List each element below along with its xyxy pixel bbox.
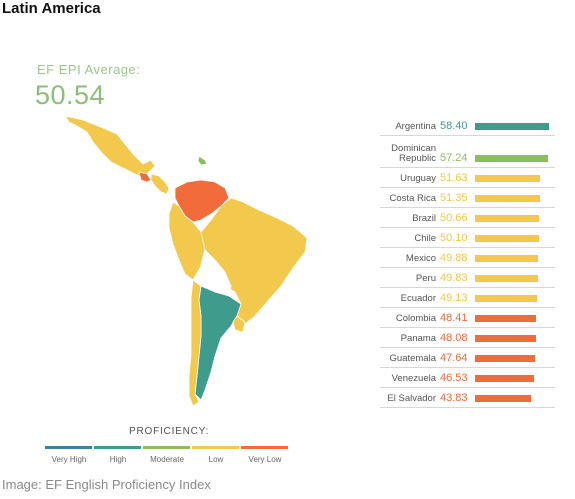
ranking-country-name: Brazil <box>412 213 436 224</box>
ranking-score: 58.40 <box>440 120 468 132</box>
legend-swatch <box>94 446 141 449</box>
legend-swatch <box>192 446 239 449</box>
ranking-country-name: Argentina <box>395 121 436 132</box>
ranking-bar <box>475 275 539 282</box>
legend-title: PROFICIENCY: <box>129 426 210 437</box>
ranking-score: 48.08 <box>440 332 468 344</box>
ranking-score: 46.53 <box>440 372 468 384</box>
legend-swatch <box>241 446 288 449</box>
ranking-bar <box>475 123 549 130</box>
page-title: Latin America <box>2 0 101 17</box>
ranking-bar <box>475 215 540 222</box>
map-region-andes-west <box>168 201 206 281</box>
ranking-row: Mexico 49.88 <box>380 248 555 268</box>
ranking-bar <box>475 295 538 302</box>
proficiency-legend: Very High High Moderate Low Very Low <box>45 446 290 464</box>
legend-label: High <box>109 455 127 464</box>
ranking-score: 49.83 <box>440 272 468 284</box>
ranking-bar <box>475 235 539 242</box>
legend-item: High <box>94 446 142 464</box>
ranking-score: 57.24 <box>440 152 468 164</box>
legend-item: Moderate <box>143 446 191 464</box>
ranking-bar <box>475 335 536 342</box>
legend-item: Low <box>192 446 240 464</box>
ranking-bar <box>475 175 541 182</box>
ranking-row: Peru 49.83 <box>380 268 555 288</box>
ranking-score: 51.63 <box>440 172 468 184</box>
image-caption: Image: EF English Proficiency Index <box>2 477 211 492</box>
ranking-bar <box>475 375 534 382</box>
map-region-argentina <box>194 285 242 401</box>
ranking-country-name: Costa Rica <box>389 193 436 204</box>
ranking-score: 50.10 <box>440 232 468 244</box>
ranking-country-name: El Salvador <box>387 393 436 404</box>
ranking-country-name: Peru <box>415 273 436 284</box>
ranking-row: Venezuela 46.53 <box>380 368 555 388</box>
average-value: 50.54 <box>35 80 106 110</box>
ranking-score: 50.66 <box>440 212 468 224</box>
map-region-mexico <box>64 115 156 177</box>
ranking-country-name: Chile <box>414 233 436 244</box>
ranking-row: El Salvador 43.83 <box>380 388 555 408</box>
map-region-central-america-very-low <box>138 171 152 183</box>
ranking-score: 49.88 <box>440 252 468 264</box>
ranking-score: 49.13 <box>440 292 468 304</box>
legend-item: Very Low <box>241 446 289 464</box>
ranking-bar <box>475 255 539 262</box>
ranking-bar <box>475 355 536 362</box>
ranking-country-name: Venezuela <box>391 373 436 384</box>
ranking-bar <box>475 155 548 162</box>
ranking-bar <box>475 195 541 202</box>
ranking-country-name: Colombia <box>395 313 436 324</box>
ranking-score: 43.83 <box>440 392 468 404</box>
ranking-row: Argentina 58.40 <box>380 116 555 136</box>
legend-swatch <box>143 446 190 449</box>
legend-label: Very High <box>51 455 87 464</box>
legend-item: Very High <box>45 446 93 464</box>
legend-label: Moderate <box>150 455 184 464</box>
ranking-country-name: Guatemala <box>389 353 436 364</box>
legend-label: Low <box>208 455 224 464</box>
legend-label: Very Low <box>248 455 282 464</box>
ranking-country-name: Panama <box>400 333 436 344</box>
map-region-central-america-low <box>150 173 170 195</box>
ranking-score: 51.35 <box>440 192 468 204</box>
ranking-row: Ecuador 49.13 <box>380 288 555 308</box>
ranking-row: Brazil 50.66 <box>380 208 555 228</box>
ranking-row: Dominican Republic 57.24 <box>380 136 555 168</box>
map-region-dominican-republic <box>197 155 208 166</box>
ranking-bar <box>475 315 537 322</box>
ranking-score: 48.41 <box>440 312 468 324</box>
ranking-country-name: Ecuador <box>400 293 436 304</box>
ranking-row: Guatemala 47.64 <box>380 348 555 368</box>
ranking-row: Panama 48.08 <box>380 328 555 348</box>
ranking-row: Chile 50.10 <box>380 228 555 248</box>
country-ranking: Argentina 58.40 Dominican Republic 57.24 Uru… <box>380 116 555 408</box>
ranking-country-name: Uruguay <box>400 173 436 184</box>
ranking-row: Costa Rica 51.35 <box>380 188 555 208</box>
ranking-bar <box>475 395 531 402</box>
ranking-country-name: Mexico <box>405 253 436 264</box>
ranking-country-name: Dominican Republic <box>391 143 436 164</box>
map-region-chile <box>188 279 202 407</box>
latin-america-map <box>64 115 308 407</box>
ranking-row: Uruguay 51.63 <box>380 168 555 188</box>
average-label: EF EPI Average: <box>37 62 141 77</box>
map-region-uruguay <box>232 315 246 333</box>
ranking-score: 47.64 <box>440 352 468 364</box>
legend-swatch <box>45 446 92 449</box>
ranking-row: Colombia 48.41 <box>380 308 555 328</box>
